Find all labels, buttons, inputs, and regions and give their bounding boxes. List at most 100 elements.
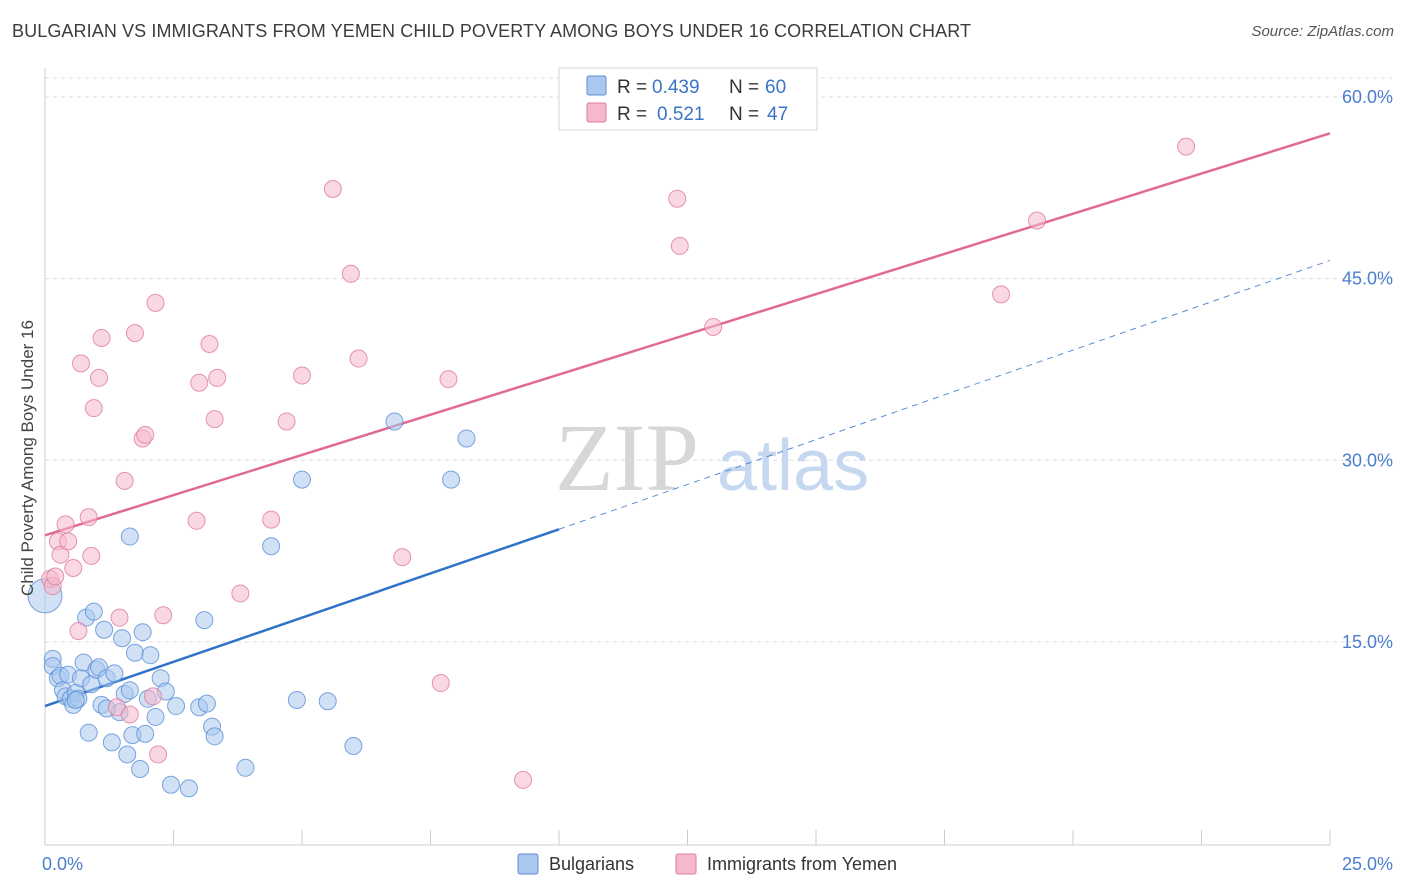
point-bulgarians-23: [102, 733, 121, 752]
point-bulgarians-51: [287, 690, 306, 709]
point-yemen-33: [277, 412, 296, 431]
point-bulgarians-38: [146, 707, 165, 726]
point-yemen-28: [200, 335, 219, 354]
point-yemen-32: [262, 510, 281, 529]
legend-stats-pink-swatch: [586, 102, 607, 123]
point-yemen-10: [79, 508, 98, 527]
grid-lines: [45, 77, 1392, 643]
tick-labels: 15.0% 30.0% 45.0% 60.0% 0.0% 25.0%: [42, 87, 1393, 874]
point-bulgarians-21: [95, 620, 114, 639]
point-yemen-6: [59, 532, 78, 551]
point-bulgarians-49: [236, 758, 255, 777]
point-yemen-40: [439, 370, 458, 389]
y-tick-label-15: 15.0%: [1342, 632, 1393, 652]
point-yemen-24: [149, 745, 168, 764]
point-yemen-35: [323, 180, 342, 199]
point-yemen-18: [120, 705, 139, 724]
point-bulgarians-35: [136, 724, 155, 743]
point-bulgarians-52: [293, 470, 311, 489]
point-bulgarians-34: [133, 623, 152, 642]
point-bulgarians-57: [457, 429, 476, 448]
point-yemen-9: [71, 354, 90, 373]
legend-r-value-blue: 0.439: [652, 77, 700, 98]
trend-line-bulgarians-extension: [558, 259, 1331, 530]
y-tick-label-45: 45.0%: [1342, 269, 1393, 289]
point-yemen-43: [670, 236, 689, 255]
legend-n-label-pink: N =: [729, 104, 759, 125]
point-bulgarians-56: [442, 470, 461, 489]
x-tick-label-end: 25.0%: [1342, 854, 1393, 874]
point-bulgarians-29: [120, 681, 139, 700]
point-yemen-46: [1177, 137, 1196, 156]
watermark: ZIP atlas: [555, 404, 869, 511]
point-yemen-8: [69, 621, 88, 640]
point-yemen-17: [115, 471, 134, 490]
point-bulgarians-32: [125, 643, 144, 662]
point-yemen-14: [92, 328, 111, 347]
legend-bulgarians-label: Bulgarians: [549, 854, 634, 874]
point-yemen-45: [992, 285, 1011, 304]
point-bulgarians-54: [344, 737, 363, 756]
trend-lines: [44, 132, 1331, 708]
point-bulgarians-33: [131, 760, 150, 779]
point-yemen-44: [704, 318, 723, 337]
point-yemen-47: [1028, 211, 1047, 230]
point-bulgarians-28: [118, 745, 137, 764]
point-bulgarians-42: [167, 697, 186, 716]
x-tick-label-start: 0.0%: [42, 854, 83, 874]
point-yemen-31: [231, 584, 250, 603]
point-yemen-12: [84, 399, 103, 418]
point-yemen-36: [341, 264, 360, 283]
point-yemen-34: [293, 366, 311, 385]
point-bulgarians-58: [66, 690, 85, 709]
point-bulgarians-55: [385, 412, 404, 431]
point-yemen-4: [51, 545, 70, 564]
point-bulgarians-26: [113, 629, 132, 648]
watermark-atlas: atlas: [717, 426, 869, 506]
point-yemen-29: [205, 410, 224, 429]
legend-r-label-blue: R =: [617, 77, 647, 98]
point-bulgarians-41: [161, 775, 180, 794]
legend-yemen-label: Immigrants from Yemen: [707, 854, 897, 874]
point-yemen-27: [190, 373, 209, 392]
trend-line-bulgarians: [44, 528, 560, 708]
point-yemen-26: [187, 511, 206, 530]
legend-series: Bulgarians Immigrants from Yemen: [517, 853, 897, 875]
point-bulgarians-24: [105, 664, 124, 683]
point-yemen-23: [146, 293, 165, 312]
legend-n-value-blue: 60: [765, 77, 786, 98]
point-bulgarians-43: [179, 779, 198, 798]
legend-n-value-pink: 47: [767, 104, 788, 125]
point-bulgarians-30: [120, 527, 139, 546]
point-yemen-42: [668, 189, 687, 208]
point-bulgarians-53: [318, 692, 337, 711]
y-tick-label-60: 60.0%: [1342, 87, 1393, 107]
legend-bulgarians-swatch: [517, 853, 539, 875]
point-bulgarians-50: [262, 537, 281, 556]
point-yemen-16: [110, 608, 129, 627]
y-tick-label-30: 30.0%: [1342, 450, 1393, 470]
point-bulgarians-45: [195, 611, 214, 630]
point-yemen-21: [136, 425, 155, 444]
point-yemen-11: [82, 546, 101, 565]
axes: [44, 68, 1331, 846]
legend-n-label-blue: N =: [729, 77, 759, 98]
point-yemen-2: [46, 567, 65, 586]
legend-stats-blue-swatch: [586, 75, 607, 96]
point-yemen-5: [56, 515, 75, 534]
point-yemen-41: [514, 770, 533, 789]
point-bulgarians-37: [141, 646, 160, 665]
point-yemen-19: [125, 324, 144, 343]
legend-r-label-pink: R =: [617, 104, 647, 125]
point-yemen-25: [154, 606, 173, 625]
point-bulgarians-46: [197, 694, 216, 713]
chart-source: Source: ZipAtlas.com: [1251, 23, 1394, 40]
legend-stats: R = 0.439 N = 60 R = 0.521 N = 47: [558, 67, 818, 131]
watermark-zip: ZIP: [555, 404, 699, 511]
point-bulgarians-15: [79, 723, 98, 742]
legend-r-value-pink: 0.521: [657, 104, 705, 125]
point-yemen-38: [393, 548, 412, 567]
point-yemen-39: [431, 674, 450, 693]
point-bulgarians-17: [84, 602, 103, 621]
data-points: [27, 137, 1196, 798]
